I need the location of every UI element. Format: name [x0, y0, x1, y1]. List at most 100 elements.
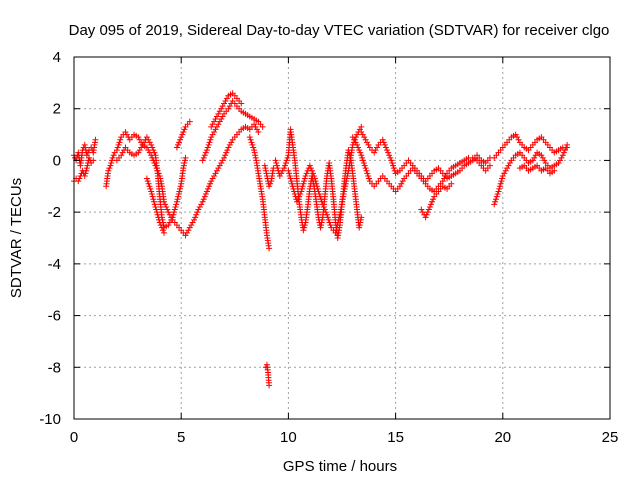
data-point	[205, 185, 211, 192]
data-point	[122, 128, 129, 135]
data-point	[358, 152, 365, 159]
data-point	[306, 162, 313, 169]
data-point	[317, 193, 324, 200]
data-point	[307, 165, 314, 172]
plot-frame	[73, 56, 611, 420]
data-point	[221, 100, 228, 107]
x-tick-label: 0	[70, 429, 78, 446]
data-point	[385, 149, 392, 156]
data-point	[303, 170, 310, 177]
data-point	[262, 167, 269, 174]
data-point	[326, 219, 333, 226]
data-point	[182, 232, 189, 239]
data-point	[263, 172, 270, 179]
data-point	[177, 136, 184, 143]
data-point	[216, 108, 223, 115]
data-point	[208, 134, 215, 141]
data-point	[318, 219, 325, 226]
data-point	[149, 193, 156, 200]
data-point	[336, 214, 343, 221]
x-tick-label: 10	[280, 429, 297, 446]
data-point	[288, 178, 295, 185]
data-point	[176, 188, 183, 195]
data-point	[290, 185, 297, 192]
data-point	[354, 131, 361, 138]
data-point	[363, 167, 370, 174]
data-point	[279, 167, 286, 174]
chart-title: Day 095 of 2019, Sidereal Day-to-day VTE…	[69, 22, 610, 39]
data-point	[212, 126, 219, 133]
data-point	[118, 152, 125, 159]
data-point	[316, 191, 323, 198]
data-point	[211, 172, 218, 179]
data-point	[327, 222, 334, 229]
data-point	[146, 139, 153, 146]
data-point	[213, 123, 220, 130]
data-point	[194, 209, 201, 216]
data-point	[150, 196, 157, 203]
data-point	[114, 144, 121, 151]
data-point	[288, 180, 295, 187]
data-point	[505, 162, 512, 169]
data-point	[486, 162, 493, 169]
data-point	[298, 185, 305, 192]
data-point	[213, 113, 220, 120]
data-point	[135, 149, 142, 156]
data-point	[499, 172, 506, 179]
data-point	[323, 211, 330, 218]
data-point	[281, 165, 288, 172]
data-point	[201, 193, 208, 200]
x-tick-label: 5	[177, 429, 185, 446]
data-point	[144, 178, 151, 185]
data-point	[219, 103, 226, 110]
data-point	[106, 165, 113, 172]
data-point	[215, 121, 222, 128]
data-point	[222, 152, 229, 159]
data-point	[139, 141, 146, 148]
data-point	[502, 167, 509, 174]
y-tick-label: -4	[48, 256, 61, 273]
data-point	[165, 209, 172, 216]
data-point	[514, 134, 521, 141]
data-point	[173, 201, 180, 208]
data-point	[174, 141, 181, 148]
data-point	[173, 144, 180, 151]
data-point	[284, 154, 291, 161]
data-point	[298, 188, 305, 195]
data-point	[313, 180, 320, 187]
data-point	[151, 198, 158, 205]
data-point	[225, 144, 232, 151]
data-point	[189, 219, 196, 226]
data-point	[360, 157, 367, 164]
data-point	[225, 105, 232, 112]
data-point	[165, 222, 172, 229]
data-point	[320, 203, 327, 210]
data-point	[384, 147, 391, 154]
data-point	[266, 382, 273, 389]
data-point	[295, 196, 302, 203]
data-point	[259, 123, 266, 130]
data-point	[172, 203, 179, 210]
data-point	[179, 131, 186, 138]
data-point	[504, 165, 511, 172]
data-point	[319, 216, 326, 223]
y-axis-label: SDTVAR / TECUs	[8, 178, 25, 298]
data-point	[246, 134, 253, 141]
data-point	[381, 141, 388, 148]
data-point	[175, 193, 182, 200]
data-point	[382, 144, 389, 151]
data-point	[263, 170, 270, 177]
data-point	[174, 196, 181, 203]
data-point	[365, 141, 372, 148]
data-point	[419, 209, 426, 216]
data-point	[531, 154, 538, 161]
data-point	[299, 183, 306, 190]
data-point	[209, 175, 216, 182]
data-point	[76, 175, 83, 182]
data-point	[154, 211, 161, 218]
data-point	[314, 185, 321, 192]
data-point	[216, 118, 223, 125]
data-point	[390, 162, 397, 169]
data-point	[150, 147, 157, 154]
data-point	[249, 141, 256, 148]
